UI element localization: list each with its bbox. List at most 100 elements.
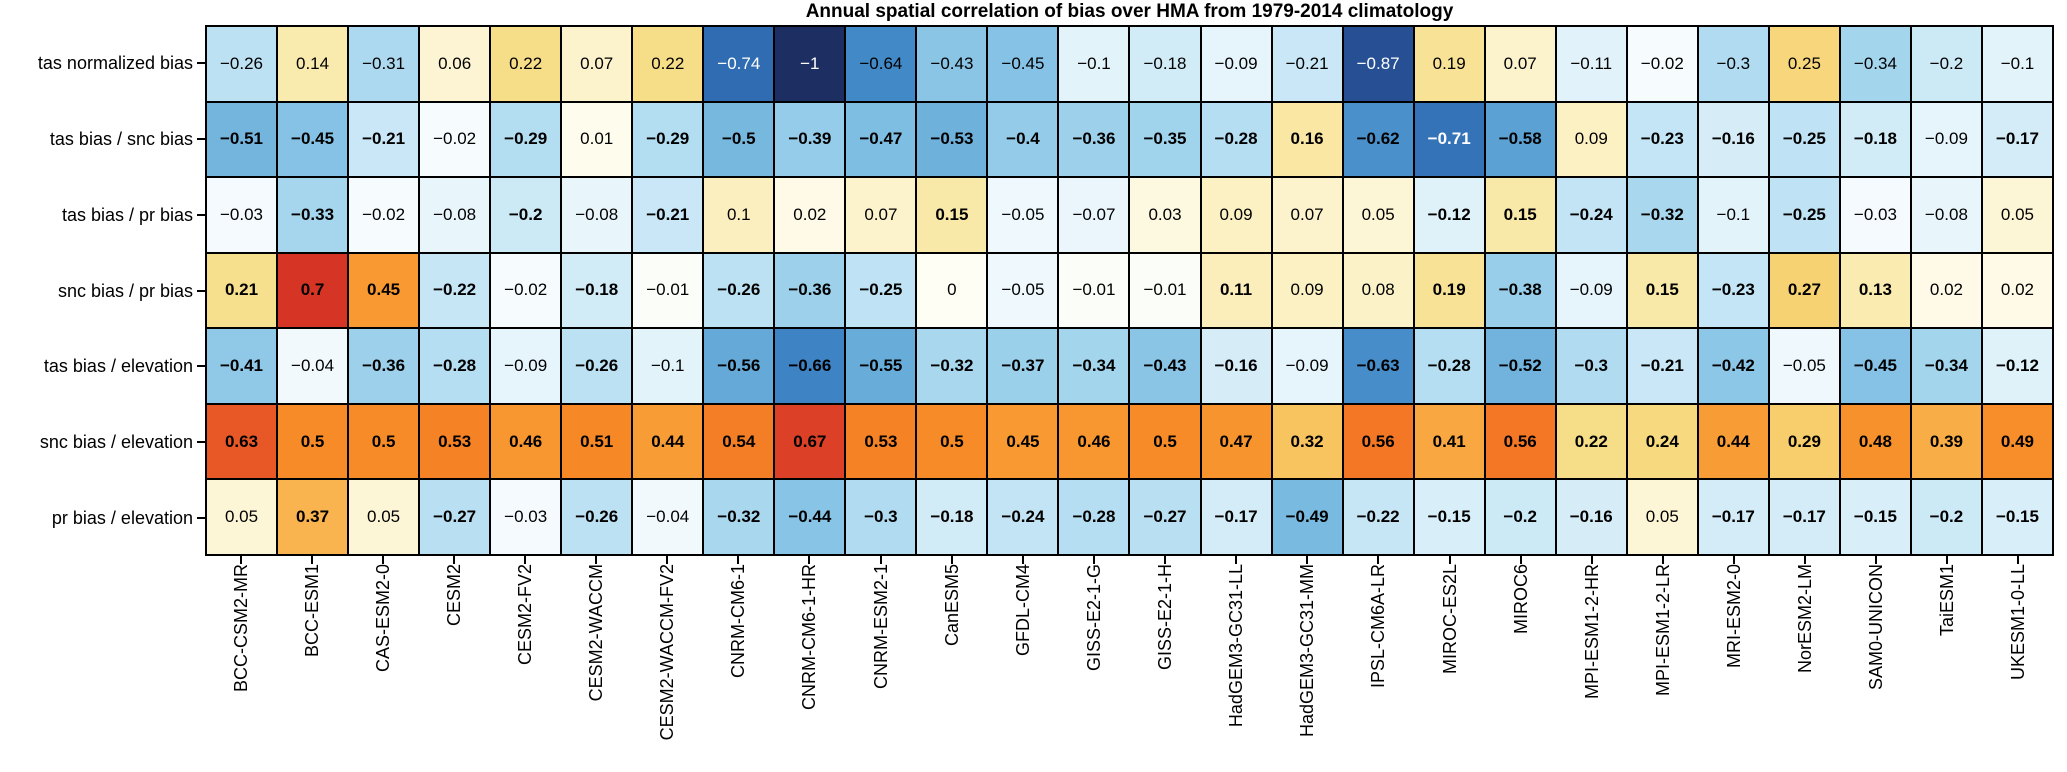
heatmap-cell: 0.05 bbox=[207, 480, 277, 554]
heatmap-cell: −0.21 bbox=[1627, 329, 1697, 403]
heatmap-cell: 0.02 bbox=[775, 178, 845, 252]
heatmap-cell: −0.05 bbox=[988, 253, 1058, 328]
x-axis-tick bbox=[1519, 556, 1522, 564]
column-label: MRI-ESM2-0 bbox=[1723, 564, 1744, 669]
heatmap-cell: −0.74 bbox=[704, 27, 774, 101]
row-label: tas normalized bias bbox=[37, 52, 193, 73]
heatmap-cell: 0.5 bbox=[349, 404, 419, 479]
heatmap-cell: −0.12 bbox=[1982, 329, 2052, 403]
x-axis-tick bbox=[595, 556, 598, 564]
heatmap-cell: −0.35 bbox=[1130, 102, 1200, 177]
row-label: snc bias / elevation bbox=[39, 432, 193, 453]
column-label: MPI-ESM1-2-HR bbox=[1581, 564, 1602, 700]
column-label: BCC-ESM1 bbox=[301, 564, 322, 658]
heatmap-cell: 0.5 bbox=[1130, 404, 1200, 479]
heatmap-cell: −0.04 bbox=[633, 480, 703, 554]
y-axis-tick bbox=[197, 289, 205, 292]
heatmap-cell: −0.33 bbox=[278, 178, 348, 252]
heatmap-cell: 0.39 bbox=[1911, 404, 1981, 479]
column-label: CNRM-CM6-1 bbox=[728, 564, 749, 678]
heatmap-cell: 0.05 bbox=[1982, 178, 2052, 252]
heatmap-cell: −0.39 bbox=[775, 102, 845, 177]
column-label: CESM2-FV2 bbox=[515, 564, 536, 666]
x-axis-tick bbox=[1661, 556, 1664, 564]
x-axis-tick bbox=[1732, 556, 1735, 564]
heatmap-cell: −0.24 bbox=[1556, 178, 1626, 252]
heatmap-cell: 0.16 bbox=[1272, 102, 1342, 177]
heatmap-cell: −0.26 bbox=[704, 253, 774, 328]
heatmap-cell: 0.46 bbox=[491, 404, 561, 479]
x-axis-tick bbox=[1377, 556, 1380, 564]
heatmap-cell: 0.44 bbox=[1698, 404, 1768, 479]
heatmap-cell: −0.5 bbox=[704, 102, 774, 177]
heatmap-cell: −0.21 bbox=[633, 178, 703, 252]
heatmap-cell: −0.11 bbox=[1556, 27, 1626, 101]
heatmap-cell: 0.21 bbox=[207, 253, 277, 328]
row-label: snc bias / pr bias bbox=[57, 280, 193, 301]
heatmap-cell: 0.56 bbox=[1485, 404, 1555, 479]
heatmap-cell: 0.13 bbox=[1840, 253, 1910, 328]
heatmap-cell: −0.15 bbox=[1982, 480, 2052, 554]
column-label: UKESM1-0-LL bbox=[2008, 564, 2029, 681]
x-axis-tick bbox=[737, 556, 740, 564]
heatmap-cell: −0.45 bbox=[278, 102, 348, 177]
heatmap-cell: −0.49 bbox=[1272, 480, 1342, 554]
heatmap-cell: 0.53 bbox=[420, 404, 490, 479]
heatmap-cell: 0.19 bbox=[1414, 253, 1484, 328]
heatmap-cell: −0.09 bbox=[1201, 27, 1271, 101]
row-label: tas bias / snc bias bbox=[49, 128, 193, 149]
heatmap-cell: −0.01 bbox=[633, 253, 703, 328]
x-axis-tick bbox=[239, 556, 242, 564]
heatmap-cell: −0.28 bbox=[1059, 480, 1129, 554]
heatmap-cell: −0.01 bbox=[1130, 253, 1200, 328]
heatmap-cell: −0.21 bbox=[1272, 27, 1342, 101]
heatmap-cell: −0.08 bbox=[420, 178, 490, 252]
y-axis-tick bbox=[197, 441, 205, 444]
heatmap-cell: −0.23 bbox=[1627, 102, 1697, 177]
x-axis-tick bbox=[950, 556, 953, 564]
heatmap-cell: −0.53 bbox=[917, 102, 987, 177]
heatmap-cell: 0.44 bbox=[633, 404, 703, 479]
heatmap-cell: 0.5 bbox=[917, 404, 987, 479]
x-axis-tick bbox=[1092, 556, 1095, 564]
heatmap-cell: −0.17 bbox=[1982, 102, 2052, 177]
column-label: CNRM-ESM2-1 bbox=[870, 564, 891, 690]
heatmap-cell: −0.51 bbox=[207, 102, 277, 177]
heatmap-cell: −0.26 bbox=[562, 329, 632, 403]
heatmap-cell: −0.03 bbox=[491, 480, 561, 554]
heatmap-cell: −0.22 bbox=[1343, 480, 1413, 554]
heatmap-cell: −0.02 bbox=[1627, 27, 1697, 101]
heatmap-cell: 0.07 bbox=[846, 178, 916, 252]
column-label: MIROC6 bbox=[1510, 564, 1531, 635]
heatmap-cell: −0.55 bbox=[846, 329, 916, 403]
heatmap-cell: 0.32 bbox=[1272, 404, 1342, 479]
heatmap-cell: 0.15 bbox=[1627, 253, 1697, 328]
heatmap-cell: −0.2 bbox=[491, 178, 561, 252]
x-axis-tick bbox=[381, 556, 384, 564]
heatmap-cell: −0.2 bbox=[1911, 480, 1981, 554]
heatmap-cell: −0.1 bbox=[1059, 27, 1129, 101]
heatmap-cell: −0.27 bbox=[1130, 480, 1200, 554]
heatmap-cell: 0.19 bbox=[1414, 27, 1484, 101]
heatmap-cell: −0.38 bbox=[1485, 253, 1555, 328]
x-axis-tick bbox=[879, 556, 882, 564]
heatmap-cell: −0.23 bbox=[1698, 253, 1768, 328]
heatmap-cell: −0.08 bbox=[562, 178, 632, 252]
heatmap-cell: −0.58 bbox=[1485, 102, 1555, 177]
column-label: CanESM5 bbox=[941, 564, 962, 647]
column-label: IPSL-CM6A-LR bbox=[1368, 564, 1389, 689]
heatmap-cell: −0.32 bbox=[917, 329, 987, 403]
heatmap-cell: −0.15 bbox=[1840, 480, 1910, 554]
heatmap-cell: −0.07 bbox=[1059, 178, 1129, 252]
heatmap-cell: −0.31 bbox=[349, 27, 419, 101]
heatmap-cell: −0.03 bbox=[1840, 178, 1910, 252]
chart-title: Annual spatial correlation of bias over … bbox=[805, 1, 1454, 22]
row-label: tas bias / elevation bbox=[43, 356, 193, 377]
x-axis-tick bbox=[1590, 556, 1593, 564]
heatmap-cell: −0.26 bbox=[562, 480, 632, 554]
column-label: MIROC-ES2L bbox=[1439, 564, 1460, 675]
heatmap-cell: −0.18 bbox=[917, 480, 987, 554]
heatmap-cell: 0.07 bbox=[1485, 27, 1555, 101]
x-axis-tick bbox=[1804, 556, 1807, 564]
